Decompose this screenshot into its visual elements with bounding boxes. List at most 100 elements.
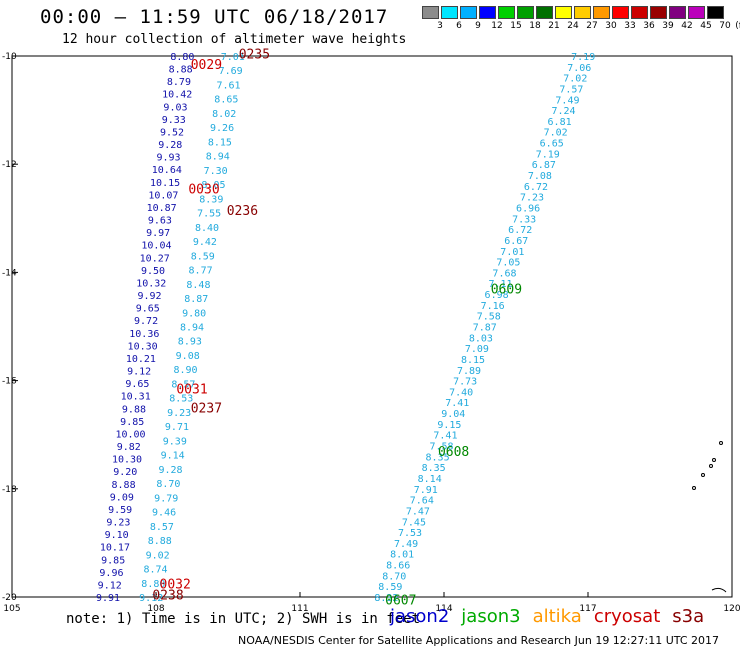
swh-value: 7.87 [473, 323, 497, 334]
swh-value: 9.42 [193, 237, 217, 248]
swh-value: 10.04 [141, 241, 171, 252]
label-0237: 0237 [191, 402, 222, 417]
y-tick-label: -10 [2, 52, 17, 62]
swh-value: 8.65 [214, 95, 238, 106]
x-tick-label: 117 [579, 604, 596, 614]
swh-value: 9.93 [157, 153, 181, 164]
swh-value: 8.57 [150, 522, 174, 533]
swh-value: 10.87 [147, 203, 177, 214]
swh-value: 8.39 [199, 194, 223, 205]
y-tick-label: -18 [2, 485, 17, 495]
swh-value: 9.12 [98, 580, 122, 591]
swh-value: 9.28 [158, 140, 182, 151]
swh-value: 8.57 [171, 379, 195, 390]
swh-value: 9.08 [176, 351, 200, 362]
swh-value: 7.02 [563, 74, 587, 85]
swh-value: 10.21 [126, 354, 156, 365]
legend-label-6: 6 [456, 21, 462, 31]
swh-value: 7.58 [429, 442, 453, 453]
legend-label-70: 70 [719, 21, 731, 31]
x-tick-label: 105 [3, 604, 20, 614]
swh-value: 8.66 [386, 561, 410, 572]
swh-value: 6.81 [548, 117, 572, 128]
satellite-jason3: jason3 [461, 606, 521, 627]
label-0236: 0236 [227, 204, 258, 219]
swh-value: 7.64 [410, 496, 434, 507]
swh-value: 6.65 [540, 139, 564, 150]
label-0608: 0608 [438, 445, 469, 460]
swh-value: 9.80 [182, 308, 206, 319]
legend-swatch-27 [574, 6, 591, 19]
swh-value: 8.94 [180, 323, 204, 334]
swh-value: 9.52 [160, 127, 184, 138]
swh-value: 6.98 [485, 290, 509, 301]
swh-value: 7.55 [197, 209, 221, 220]
swh-value: 7.45 [402, 517, 426, 528]
swh-value: 8.05 [201, 180, 225, 191]
swh-value: 7.08 [528, 171, 552, 182]
swh-value: 7.69 [219, 66, 243, 77]
credit-footer: NOAA/NESDIS Center for Satellite Applica… [238, 634, 720, 647]
swh-value: 9.02 [146, 550, 170, 561]
label-0031: 0031 [176, 383, 207, 398]
swh-value: 8.87 [184, 294, 208, 305]
swh-value: 7.41 [433, 431, 457, 442]
legend-swatch-30 [593, 6, 610, 19]
x-tick-label: 114 [435, 604, 452, 614]
swh-value: 9.14 [161, 451, 185, 462]
swh-value: 9.26 [210, 123, 234, 134]
x-tick-label: 120 [723, 604, 740, 614]
swh-value: 7.30 [204, 166, 228, 177]
legend-swatch-33 [612, 6, 629, 19]
y-tick-label: -20 [2, 593, 17, 603]
swh-value: 8.94 [206, 152, 230, 163]
swh-value: 9.23 [167, 408, 191, 419]
swh-value: 8.59 [191, 251, 215, 262]
swh-value: 10.42 [162, 90, 192, 101]
swh-value: 10.30 [112, 455, 142, 466]
swh-value: 7.61 [216, 80, 240, 91]
swh-value: 10.32 [136, 278, 166, 289]
swh-value: 9.33 [162, 115, 186, 126]
swh-value: 7.49 [555, 95, 579, 106]
swh-value: 9.65 [136, 304, 160, 315]
legend-swatch-42 [669, 6, 686, 19]
swh-value: 6.87 [532, 160, 556, 171]
swh-value: 7.06 [567, 63, 591, 74]
island-mark [692, 486, 696, 490]
swh-value: 9.72 [134, 316, 158, 327]
legend-label-42: 42 [681, 21, 693, 31]
swh-value: 7.58 [477, 312, 501, 323]
swh-value: 10.15 [150, 178, 180, 189]
swh-value: 9.15 [437, 420, 461, 431]
legend-label-33: 33 [624, 21, 636, 31]
y-tick-label: -16 [2, 377, 17, 387]
swh-value: 7.91 [414, 485, 438, 496]
swh-value: 9.92 [137, 291, 161, 302]
swh-value: 10.30 [128, 341, 158, 352]
swh-value: 9.04 [441, 409, 465, 420]
swh-value: 10.07 [148, 190, 178, 201]
swh-value: 7.24 [551, 106, 575, 117]
swh-value: 7.11 [488, 279, 512, 290]
label-0609: 0609 [491, 283, 522, 298]
swh-value: 9.88 [122, 404, 146, 415]
swh-value: 10.27 [140, 253, 170, 264]
legend-swatch-18 [517, 6, 534, 19]
legend-swatch-36 [631, 6, 648, 19]
map-frame [11, 55, 733, 598]
swh-value: 8.70 [382, 571, 406, 582]
map-title: 00:00 – 11:59 UTC 06/18/2017 [40, 6, 389, 28]
legend-label-30: 30 [605, 21, 617, 31]
swh-value: 9.59 [108, 505, 132, 516]
swh-value: 8.35 [422, 463, 446, 474]
swh-value: 6.72 [524, 182, 548, 193]
y-tick-label: -14 [2, 268, 17, 278]
legend-label-18: 18 [529, 21, 541, 31]
swh-value: 7.73 [453, 377, 477, 388]
swh-value: 9.23 [106, 518, 130, 529]
satellite-legend: jason2 jason3 altika cryosat s3a [390, 606, 716, 627]
x-tick-label: 108 [147, 604, 164, 614]
swh-value: 8.02 [212, 109, 236, 120]
label-0029: 0029 [191, 58, 222, 73]
